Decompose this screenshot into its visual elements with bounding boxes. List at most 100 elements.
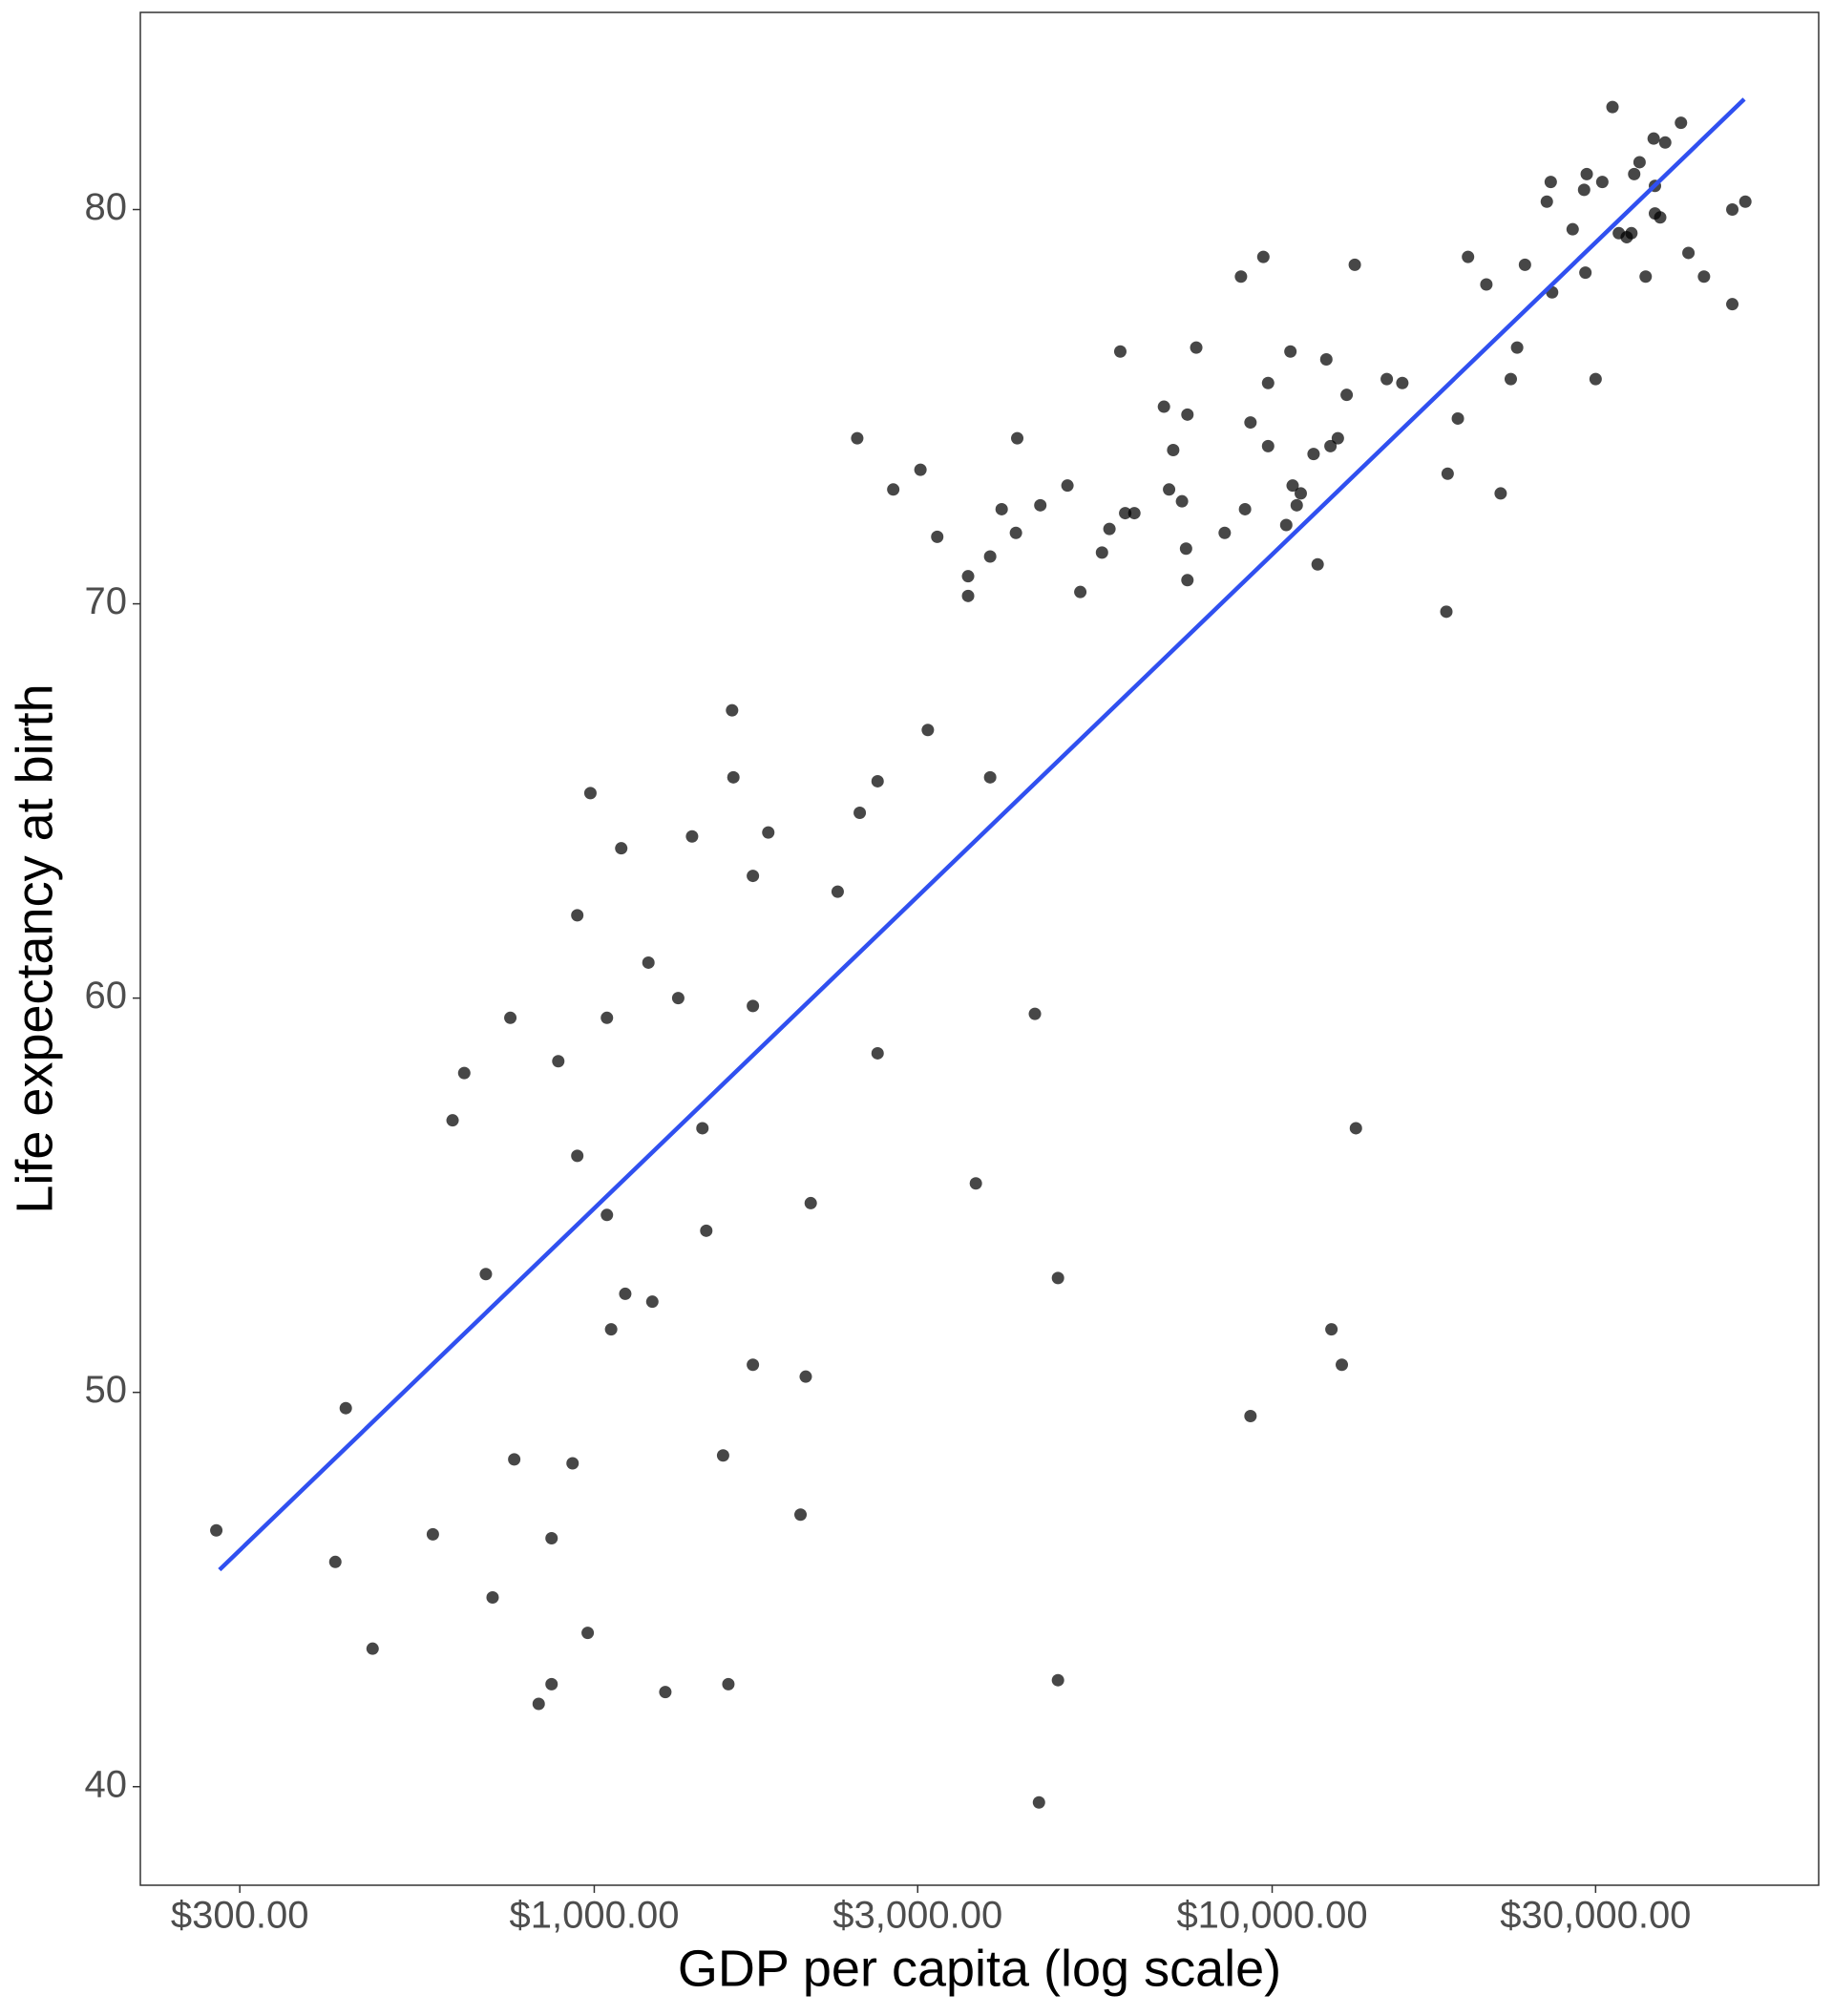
point <box>851 431 864 445</box>
point <box>642 956 655 969</box>
point <box>983 550 997 563</box>
point <box>426 1527 439 1541</box>
point <box>1726 298 1739 311</box>
point <box>486 1590 499 1604</box>
point <box>1647 132 1660 145</box>
point <box>571 909 584 922</box>
point <box>1589 372 1602 386</box>
point <box>328 1555 342 1568</box>
point <box>1119 507 1132 520</box>
point <box>961 570 975 583</box>
point <box>1032 1796 1045 1809</box>
point <box>1639 270 1653 284</box>
point <box>995 502 1008 515</box>
point <box>1218 526 1232 539</box>
point <box>552 1055 565 1068</box>
point <box>1167 443 1180 456</box>
point <box>726 704 739 717</box>
point <box>446 1114 459 1127</box>
point <box>1294 487 1307 500</box>
point <box>1518 258 1531 271</box>
point <box>1286 479 1299 493</box>
point <box>1510 341 1524 354</box>
point <box>508 1453 521 1466</box>
point <box>1034 498 1047 512</box>
point <box>1113 345 1127 358</box>
point <box>1279 518 1293 532</box>
point <box>1051 1673 1064 1687</box>
point <box>1181 408 1194 421</box>
point <box>1504 372 1517 386</box>
point <box>1577 183 1591 197</box>
point <box>1336 1358 1349 1372</box>
point <box>1633 156 1646 169</box>
y-tick-label: 60 <box>85 975 128 1017</box>
point <box>853 806 867 819</box>
point <box>1675 116 1688 130</box>
point <box>1396 376 1409 389</box>
point <box>1738 195 1752 208</box>
point <box>457 1066 471 1080</box>
point <box>645 1295 659 1309</box>
point <box>1331 431 1344 445</box>
point <box>1440 605 1453 619</box>
point <box>1348 258 1361 271</box>
point <box>914 463 927 476</box>
point <box>685 830 699 843</box>
point <box>1157 400 1170 413</box>
y-tick-label: 80 <box>85 186 128 228</box>
point <box>983 770 997 784</box>
point <box>1319 352 1333 366</box>
point <box>696 1122 709 1135</box>
point <box>762 826 775 839</box>
point <box>1658 136 1672 149</box>
x-tick-label: $1,000.00 <box>509 1895 679 1937</box>
point <box>1307 448 1320 461</box>
point <box>969 1177 982 1190</box>
point <box>1349 1122 1362 1135</box>
point <box>799 1370 812 1383</box>
point <box>1325 1323 1338 1336</box>
point <box>804 1196 817 1209</box>
point <box>1009 526 1022 539</box>
point <box>1179 542 1192 556</box>
point <box>700 1224 713 1237</box>
point <box>1579 266 1592 280</box>
point <box>366 1642 379 1655</box>
point <box>600 1011 614 1024</box>
point <box>604 1323 618 1336</box>
point <box>1595 176 1609 189</box>
panel <box>139 11 1820 1886</box>
point <box>1103 522 1116 536</box>
point <box>1011 431 1024 445</box>
point <box>1606 100 1619 114</box>
y-axis-title: Life expectancy at birth <box>6 683 63 1213</box>
point <box>1127 507 1141 520</box>
point <box>1261 439 1275 452</box>
point <box>1462 250 1475 263</box>
point <box>747 870 760 883</box>
x-tick-label: $30,000.00 <box>1500 1895 1691 1937</box>
point <box>831 885 844 898</box>
point <box>747 1358 760 1372</box>
y-tick-label: 40 <box>85 1763 128 1805</box>
point <box>887 483 900 496</box>
point <box>581 1627 595 1640</box>
point <box>716 1449 729 1462</box>
point <box>931 530 944 543</box>
point <box>1682 246 1696 260</box>
point <box>671 992 685 1005</box>
point <box>871 774 884 788</box>
point <box>727 770 740 784</box>
point <box>722 1677 735 1690</box>
point <box>1256 250 1270 263</box>
point <box>566 1457 579 1470</box>
point <box>1181 574 1194 587</box>
point <box>1074 585 1087 598</box>
y-tick-label: 70 <box>85 580 128 622</box>
point <box>600 1208 614 1222</box>
point <box>615 842 628 855</box>
point <box>504 1011 517 1024</box>
point <box>1726 203 1739 217</box>
